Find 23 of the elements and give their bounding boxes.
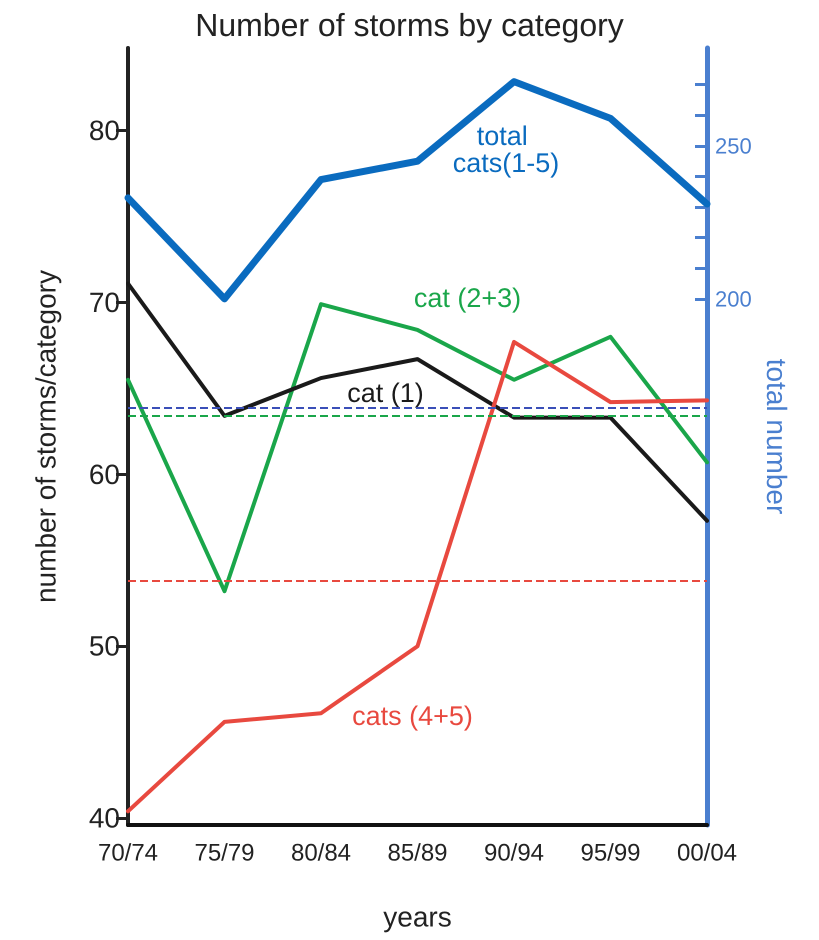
line-series (126, 340, 709, 814)
series-label: cats (4+5) (352, 701, 473, 732)
y-tick-label: 80 (88, 115, 120, 146)
chart-title: Number of storms by category (195, 7, 624, 43)
series-label: total cats(1-5) (452, 121, 560, 178)
y-tick-label: 70 (88, 286, 120, 318)
y2-tick-label: 250 (715, 133, 752, 158)
x-tick-label: 00/04 (676, 840, 738, 866)
series-label: cat (2+3) (414, 282, 522, 313)
y-tick-label: 60 (88, 458, 120, 490)
x-tick-label: 75/79 (194, 840, 255, 866)
x-axis-title: years (383, 902, 452, 932)
y2-axis-title: total number (761, 358, 792, 514)
x-tick-label: 95/99 (580, 840, 641, 866)
y-tick-label: 50 (88, 630, 120, 662)
series-label: cat (1) (347, 378, 424, 408)
x-tick-label: 90/94 (484, 840, 544, 866)
x-tick-label: 85/89 (387, 840, 448, 866)
y-tick-label: 40 (88, 802, 120, 834)
x-tick-label: 70/74 (98, 840, 158, 866)
y2-tick-label: 200 (715, 286, 752, 312)
y-axis-title: number of storms/category (30, 270, 62, 604)
x-tick-label: 80/84 (290, 840, 352, 866)
